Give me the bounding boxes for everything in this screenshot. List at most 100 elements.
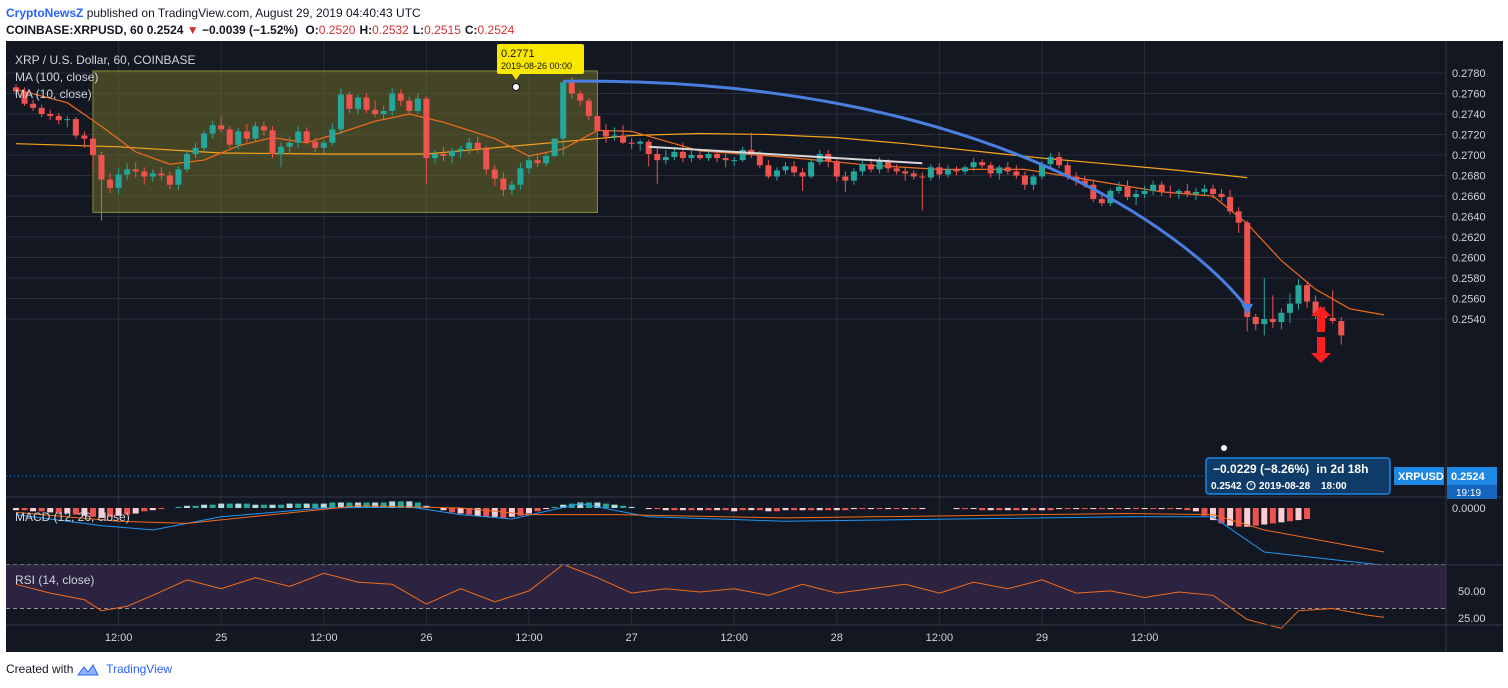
- candle[interactable]: [791, 161, 798, 177]
- last-price-tag[interactable]: XRPUSD 0.2524 19:19: [1394, 467, 1497, 499]
- candle[interactable]: [55, 112, 62, 125]
- candle[interactable]: [842, 171, 849, 192]
- candle[interactable]: [731, 157, 738, 167]
- candle[interactable]: [919, 172, 926, 211]
- candle[interactable]: [833, 158, 840, 182]
- candle[interactable]: [705, 150, 712, 162]
- candle[interactable]: [927, 164, 934, 181]
- candle[interactable]: [337, 88, 344, 135]
- candle[interactable]: [218, 116, 225, 133]
- candle[interactable]: [1124, 180, 1131, 201]
- candle[interactable]: [209, 121, 216, 139]
- candle[interactable]: [380, 105, 387, 121]
- candle[interactable]: [1090, 179, 1097, 203]
- candle[interactable]: [654, 147, 661, 184]
- candle[interactable]: [799, 168, 806, 191]
- candle[interactable]: [500, 172, 507, 196]
- candle[interactable]: [363, 93, 370, 113]
- candle[interactable]: [329, 123, 336, 146]
- candle[interactable]: [662, 149, 669, 165]
- highlight-range-box[interactable]: [92, 70, 598, 213]
- candle[interactable]: [979, 159, 986, 169]
- candle[interactable]: [491, 165, 498, 186]
- candle[interactable]: [312, 137, 319, 152]
- candle[interactable]: [902, 167, 909, 181]
- candle[interactable]: [962, 165, 969, 175]
- candle[interactable]: [1192, 187, 1199, 201]
- candle[interactable]: [1201, 184, 1208, 195]
- candle[interactable]: [235, 128, 242, 149]
- candle[interactable]: [13, 84, 19, 96]
- candle[interactable]: [21, 87, 28, 106]
- candle[interactable]: [175, 166, 182, 190]
- candle[interactable]: [132, 162, 139, 178]
- candle[interactable]: [739, 146, 746, 163]
- candle[interactable]: [628, 138, 635, 149]
- candle[interactable]: [1235, 207, 1242, 233]
- candle[interactable]: [910, 170, 917, 180]
- candle[interactable]: [543, 152, 550, 167]
- candle[interactable]: [782, 162, 789, 175]
- candle[interactable]: [346, 91, 353, 113]
- candle[interactable]: [449, 147, 456, 164]
- publisher-name[interactable]: CryptoNewsZ: [6, 6, 84, 20]
- candle[interactable]: [226, 126, 233, 148]
- tradingview-brand[interactable]: TradingView: [106, 662, 173, 676]
- candle[interactable]: [577, 90, 584, 106]
- candle[interactable]: [859, 161, 866, 176]
- chart-title[interactable]: XRP / U.S. Dollar, 60, COINBASE: [15, 53, 196, 67]
- candle[interactable]: [483, 145, 490, 175]
- candle[interactable]: [355, 94, 361, 114]
- candle[interactable]: [1286, 293, 1293, 324]
- candle[interactable]: [474, 136, 481, 153]
- candle[interactable]: [406, 96, 413, 116]
- candle[interactable]: [748, 132, 755, 159]
- candle[interactable]: [551, 138, 558, 158]
- candle[interactable]: [850, 168, 857, 185]
- candle[interactable]: [517, 163, 524, 190]
- candle[interactable]: [765, 160, 772, 179]
- candle[interactable]: [431, 149, 438, 164]
- candle[interactable]: [1098, 193, 1105, 207]
- candle[interactable]: [722, 153, 729, 168]
- candle[interactable]: [1269, 295, 1276, 329]
- candle[interactable]: [192, 142, 199, 159]
- candle[interactable]: [1030, 174, 1037, 190]
- price-chart[interactable]: 0.2771 2019-08-26 00:00 −0.0229 (−8.26%)…: [6, 41, 1503, 652]
- candle[interactable]: [944, 165, 951, 178]
- candle[interactable]: [1047, 152, 1054, 169]
- candle[interactable]: [645, 139, 652, 167]
- candle[interactable]: [808, 159, 815, 179]
- candle[interactable]: [466, 137, 473, 154]
- candle[interactable]: [671, 147, 678, 161]
- candle[interactable]: [201, 130, 208, 152]
- candle[interactable]: [149, 169, 156, 182]
- candle[interactable]: [560, 81, 567, 157]
- candle[interactable]: [64, 116, 71, 128]
- candle[interactable]: [1056, 151, 1063, 169]
- ma10-legend[interactable]: MA (10, close): [15, 87, 92, 101]
- blue-curve-arrow[interactable]: [563, 79, 1249, 309]
- candle[interactable]: [679, 142, 686, 163]
- candle[interactable]: [893, 164, 900, 175]
- candle[interactable]: [1210, 184, 1216, 199]
- price-range-label[interactable]: −0.0229 (−8.26%) in 2d 18h 0.2542 2019-0…: [1205, 457, 1391, 495]
- candle[interactable]: [714, 149, 721, 163]
- candle[interactable]: [602, 124, 609, 143]
- candle[interactable]: [278, 142, 285, 168]
- candle[interactable]: [637, 139, 644, 151]
- candle[interactable]: [620, 125, 627, 144]
- candle[interactable]: [81, 131, 88, 148]
- candle[interactable]: [320, 139, 327, 153]
- white-trendline[interactable]: [648, 145, 923, 165]
- candle[interactable]: [1278, 308, 1285, 330]
- candle[interactable]: [1115, 181, 1122, 194]
- candle[interactable]: [389, 88, 396, 117]
- candle[interactable]: [1175, 188, 1182, 200]
- candle[interactable]: [243, 124, 250, 143]
- candle[interactable]: [1218, 188, 1225, 202]
- candle[interactable]: [1158, 181, 1165, 196]
- rsi-legend[interactable]: RSI (14, close): [15, 573, 94, 587]
- candle[interactable]: [970, 158, 977, 172]
- candle[interactable]: [260, 121, 267, 136]
